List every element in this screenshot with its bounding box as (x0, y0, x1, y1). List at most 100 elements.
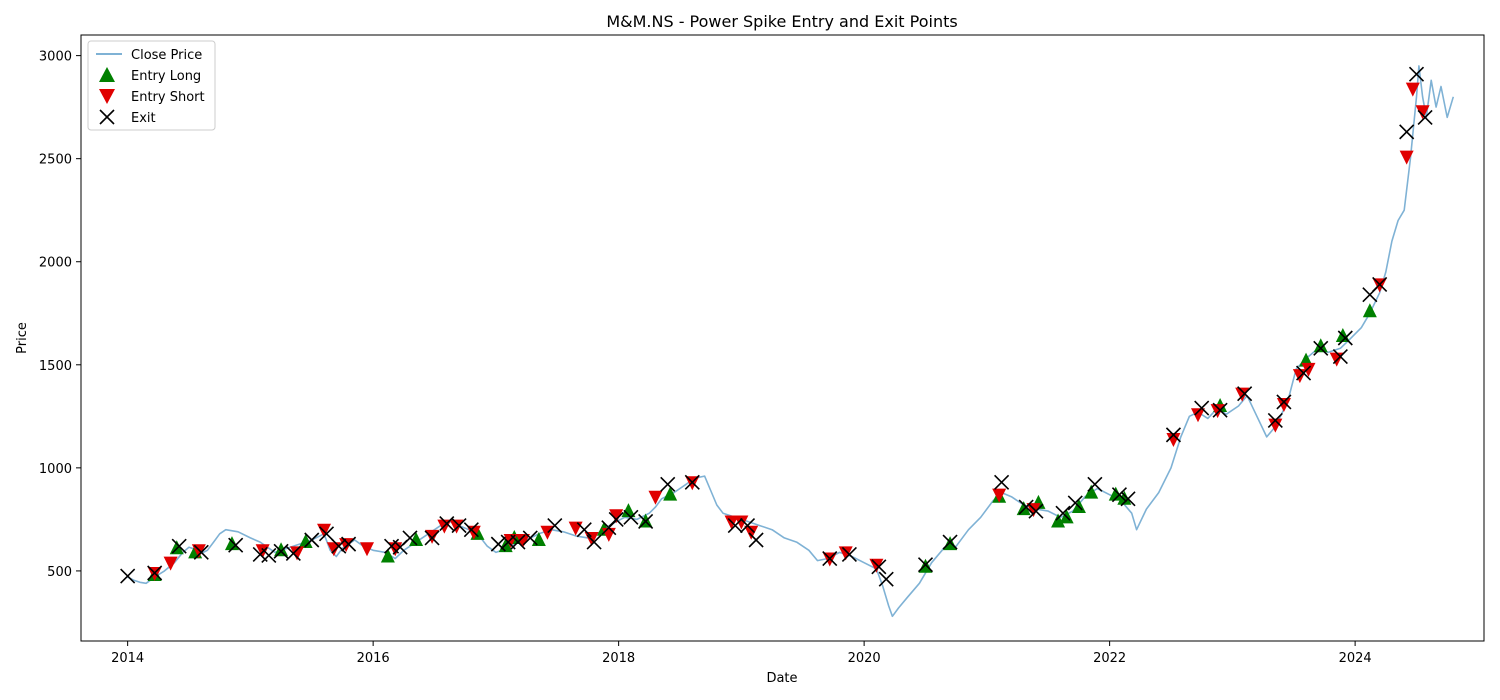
legend-entry-short-swatch (99, 89, 115, 104)
entry-long-marker (621, 503, 636, 518)
legend-entry-long-label: Entry Long (131, 69, 201, 84)
y-tick-label: 500 (47, 565, 72, 580)
exit-marker (1165, 427, 1182, 443)
entry-short-marker (163, 556, 178, 571)
exit-marker (1399, 124, 1415, 140)
entry-long-marker (1117, 490, 1132, 505)
exit-marker (1408, 66, 1425, 82)
exit-marker (522, 530, 538, 546)
plot-frame (80, 34, 1485, 642)
exit-marker (463, 522, 479, 538)
x-axis: 2014 2016 2018 2020 2022 2024 (111, 641, 1372, 666)
exit-marker (193, 544, 209, 560)
exit-marker (1237, 386, 1253, 402)
exit-marker (1267, 412, 1283, 429)
exit-marker (318, 526, 335, 542)
exit-marker (1194, 400, 1210, 416)
exit-marker (1372, 276, 1388, 292)
legend-close-price-label: Close Price (131, 48, 202, 63)
exit-marker (261, 547, 277, 564)
entry-short-marker (992, 488, 1007, 503)
x-tick-label: 2016 (357, 651, 390, 666)
entry-long-marker (1016, 501, 1031, 516)
entry-short-marker (869, 558, 884, 573)
y-tick-label: 1500 (39, 359, 72, 374)
x-tick-label: 2024 (1339, 651, 1372, 666)
entry-short-marker (609, 509, 624, 524)
exit-marker (1067, 495, 1083, 511)
exit-marker (1120, 491, 1136, 507)
exit-marker (439, 515, 455, 532)
entry-long-marker (380, 548, 395, 563)
exit-marker (727, 518, 743, 534)
exit-marker (1212, 402, 1228, 418)
entry-long-marker (1051, 513, 1066, 528)
exit-marker (994, 474, 1010, 490)
exit-marker (1337, 330, 1353, 346)
exit-marker (341, 536, 357, 552)
entry-short-marker (1268, 418, 1283, 433)
exit-marker (748, 532, 764, 548)
entry-short-marker (1190, 408, 1205, 423)
exit-marker (1055, 505, 1071, 521)
exit-marker (1111, 487, 1128, 503)
entry-long-marker (298, 534, 313, 549)
y-tick-label: 2000 (39, 256, 72, 271)
entry-short-marker (360, 542, 375, 557)
exit-marker (331, 538, 347, 554)
exit-marker (510, 534, 526, 550)
exit-marker (739, 518, 756, 534)
entry-short-marker (1405, 82, 1420, 97)
legend-exit-label: Exit (131, 111, 156, 126)
entry-short-marker (1399, 150, 1414, 165)
exit-marker (576, 522, 592, 538)
entry-short-marker (1026, 503, 1041, 518)
entry-short-marker (1210, 404, 1225, 419)
exit-marker (451, 518, 467, 534)
entry-long-marker (274, 542, 289, 557)
legend-exit-swatch (99, 109, 115, 125)
entry-short-marker (1235, 387, 1250, 402)
entry-long-marker (1313, 338, 1328, 353)
y-tick-label: 1000 (39, 462, 72, 477)
exit-marker (147, 565, 163, 581)
y-axis: 500 1000 1500 2000 2500 3000 (39, 50, 81, 580)
entry-short-marker (191, 544, 206, 559)
entry-short-marker (515, 534, 530, 548)
y-tick-label: 2500 (39, 153, 72, 168)
exit-marker (1028, 503, 1044, 519)
exit-marker (1087, 476, 1103, 492)
x-tick-label: 2014 (111, 651, 144, 666)
x-axis-label: Date (766, 671, 797, 686)
exit-marker (841, 546, 857, 562)
y-tick-label: 3000 (39, 50, 72, 65)
entry-short-marker (734, 515, 749, 530)
entry-short-marker (290, 546, 305, 561)
exit-marker (424, 530, 440, 546)
exit-marker (1313, 340, 1329, 356)
legend: Close Price Entry Long Entry Short Exit (87, 40, 216, 131)
exit-marker (871, 559, 887, 575)
entry-long-marker (224, 536, 239, 551)
entry-short-marker (744, 525, 759, 540)
entry-short-marker (1415, 105, 1430, 120)
exit-marker (1018, 499, 1034, 515)
entry-long-marker (169, 540, 184, 555)
exit-marker (547, 518, 563, 534)
exit-marker (917, 557, 934, 573)
exit-marker (402, 530, 418, 546)
entry-short-marker (1166, 433, 1181, 447)
exit-marker (638, 513, 654, 530)
x-tick-label: 2018 (602, 651, 635, 666)
chart-title: M&M.NS - Power Spike Entry and Exit Poin… (606, 12, 957, 31)
x-tick-label: 2022 (1093, 651, 1126, 666)
entry-short-marker (838, 546, 853, 561)
entry-short-marker (1276, 397, 1291, 412)
exit-marker (1276, 394, 1292, 410)
exit-marker (822, 550, 838, 567)
entry-short-marker (648, 490, 663, 505)
entry-long-marker (1108, 486, 1123, 501)
x-tick-label: 2020 (848, 651, 881, 666)
